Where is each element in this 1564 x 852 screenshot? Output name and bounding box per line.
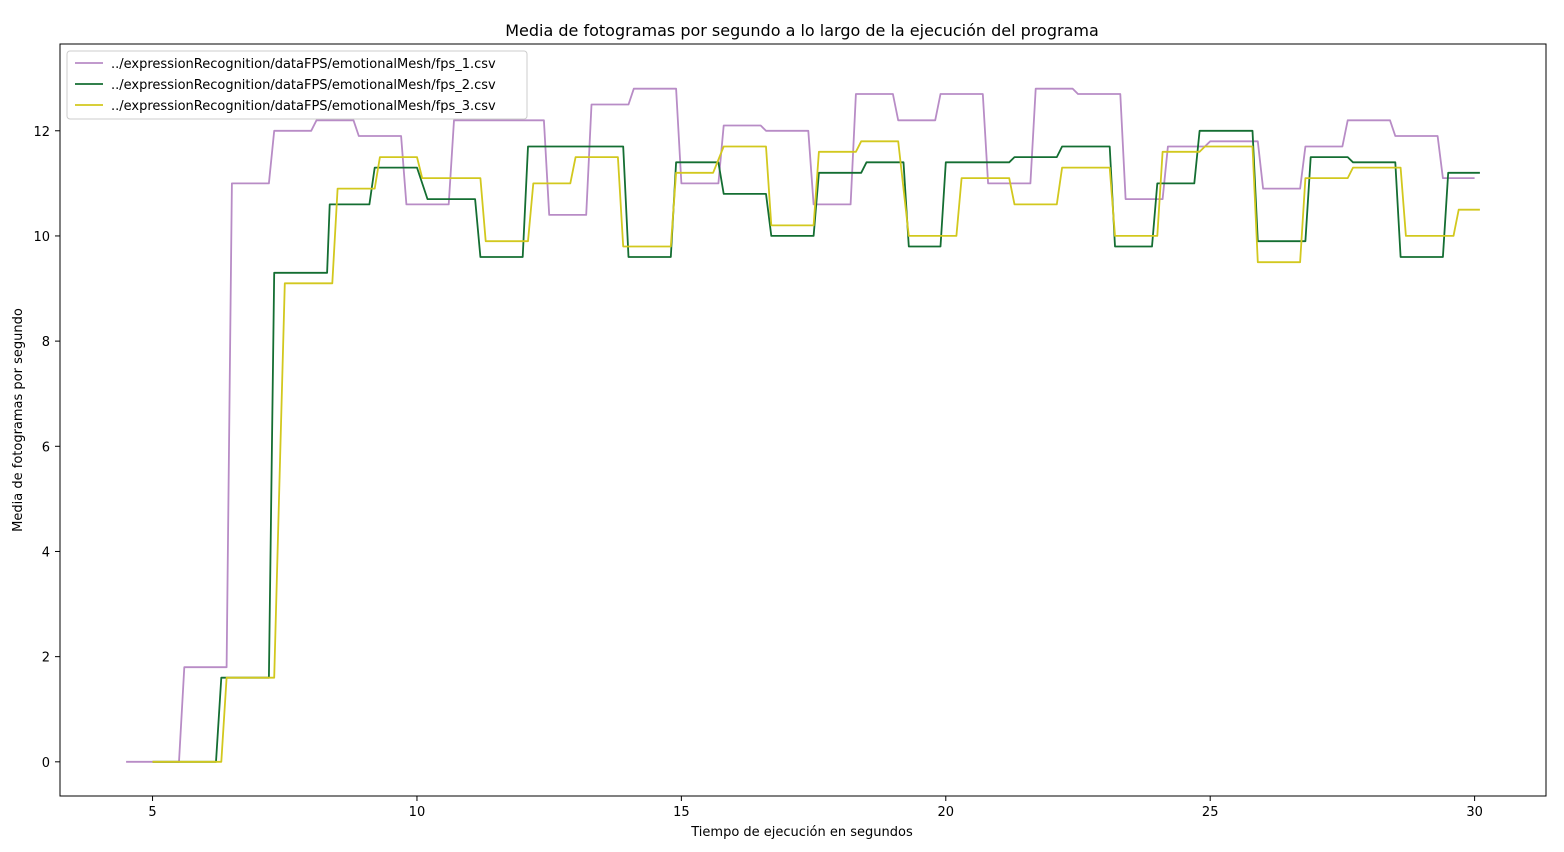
legend-label-3: ../expressionRecognition/dataFPS/emotion…	[111, 99, 496, 114]
x-tick-label: 20	[938, 805, 955, 820]
y-tick-label: 0	[42, 756, 50, 771]
series-line-2	[152, 129, 1480, 763]
series-line-3	[152, 140, 1480, 763]
x-tick-label: 15	[673, 805, 690, 820]
y-axis-title: Media de fotogramas por segundo	[11, 308, 26, 532]
y-tick-label: 4	[42, 545, 50, 560]
y-tick-label: 8	[42, 335, 50, 350]
legend-box	[66, 50, 528, 120]
plot-area	[126, 87, 1480, 763]
legend: ../expressionRecognition/dataFPS/emotion…	[66, 50, 528, 120]
legend-label-2: ../expressionRecognition/dataFPS/emotion…	[111, 78, 496, 93]
plot-frame	[59, 43, 1547, 797]
series-line-1	[126, 87, 1475, 763]
chart-title: Media de fotogramas por segundo a lo lar…	[505, 21, 1099, 40]
y-tick-label: 12	[33, 125, 50, 140]
y-tick-label: 2	[42, 651, 50, 666]
x-axis-title: Tiempo de ejecución en segundos	[690, 825, 913, 840]
x-tick-label: 25	[1202, 805, 1219, 820]
x-tick-label: 5	[148, 805, 156, 820]
y-tick-label: 10	[33, 230, 50, 245]
y-tick-label: 6	[42, 440, 50, 455]
x-tick-label: 30	[1466, 805, 1483, 820]
x-tick-label: 10	[409, 805, 426, 820]
legend-label-1: ../expressionRecognition/dataFPS/emotion…	[111, 57, 496, 72]
